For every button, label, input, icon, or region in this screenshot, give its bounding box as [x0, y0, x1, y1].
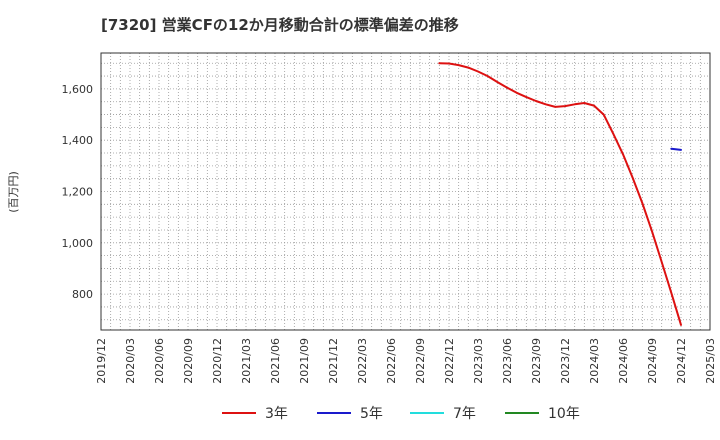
x-tick-label: 2022/12 — [443, 338, 456, 384]
x-tick-label: 2023/09 — [530, 338, 543, 384]
series-line-5年 — [670, 147, 682, 151]
x-tick-label: 2022/06 — [385, 338, 398, 384]
y-tick-label: 1,200 — [62, 186, 94, 199]
chart-title: [7320] 営業CFの12か月移動合計の標準偏差の推移 — [101, 16, 459, 34]
legend-label: 3年 — [265, 406, 288, 422]
x-tick-label: 2024/12 — [675, 338, 688, 384]
series-layer — [438, 62, 682, 326]
legend-label: 10年 — [548, 406, 580, 422]
x-tick-label: 2023/12 — [559, 338, 572, 384]
y-tick-label: 1,600 — [62, 83, 94, 96]
y-tick-label: 1,000 — [62, 237, 94, 250]
x-tick-label: 2020/06 — [153, 338, 166, 384]
x-tick-label: 2021/12 — [327, 338, 340, 384]
x-tick-labels: 2019/12 2020/03 2020/06 2020/09 2020/12 2021/… — [95, 338, 717, 384]
plot-frame — [100, 52, 711, 331]
x-tick-label: 2021/03 — [240, 338, 253, 384]
legend-label: 7年 — [453, 406, 476, 422]
y-tick-label: 800 — [72, 288, 93, 301]
legend-label: 5年 — [360, 406, 383, 422]
x-tick-label: 2020/09 — [182, 338, 195, 384]
x-tick-label: 2020/03 — [124, 338, 137, 384]
x-tick-label: 2019/12 — [95, 338, 108, 384]
x-tick-label: 2024/06 — [617, 338, 630, 384]
series-line-3年 — [438, 62, 682, 326]
x-tick-label: 2022/09 — [414, 338, 427, 384]
x-tick-label: 2024/03 — [588, 338, 601, 384]
x-tick-label: 2022/03 — [356, 338, 369, 384]
y-axis-label: (百万円) — [7, 171, 20, 213]
legend: 3年 5年 7年 10年 — [222, 406, 580, 422]
x-tick-label: 2020/12 — [211, 338, 224, 384]
x-tick-label: 2024/09 — [646, 338, 659, 384]
x-tick-label: 2023/06 — [501, 338, 514, 384]
y-tick-label: 1,400 — [62, 134, 94, 147]
x-tick-label: 2021/09 — [298, 338, 311, 384]
y-tick-labels: 800 1,000 1,200 1,400 1,600 — [62, 83, 94, 301]
x-tick-label: 2023/03 — [472, 338, 485, 384]
x-tick-label: 2021/06 — [269, 338, 282, 384]
x-tick-label: 2025/03 — [704, 338, 717, 384]
grid-layer — [101, 53, 710, 330]
